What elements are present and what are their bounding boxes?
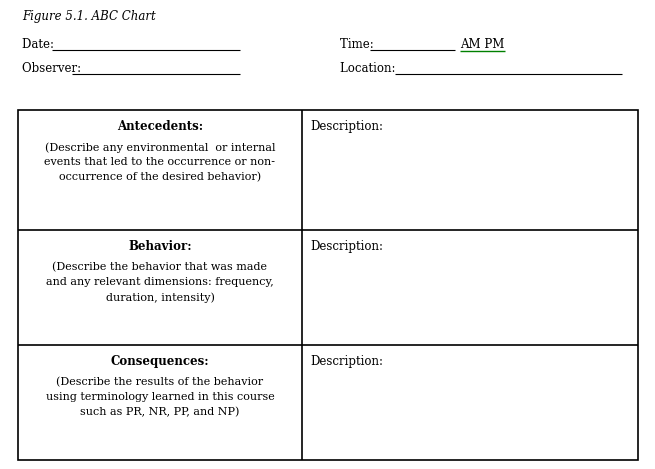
Text: AM PM: AM PM <box>460 38 504 51</box>
Text: Description:: Description: <box>310 240 383 253</box>
Text: Figure 5.1. ABC Chart: Figure 5.1. ABC Chart <box>22 10 156 23</box>
Text: (Describe the behavior that was made
and any relevant dimensions: frequency,
dur: (Describe the behavior that was made and… <box>46 262 274 303</box>
Text: Description:: Description: <box>310 355 383 368</box>
Bar <box>18 110 638 460</box>
Text: Consequences:: Consequences: <box>111 355 210 368</box>
Text: (Describe the results of the behavior
using terminology learned in this course
s: (Describe the results of the behavior us… <box>46 377 274 417</box>
Text: (Describe any environmental  or internal
events that led to the occurrence or no: (Describe any environmental or internal … <box>45 142 276 182</box>
Text: Antecedents:: Antecedents: <box>117 120 203 133</box>
Text: Description:: Description: <box>310 120 383 133</box>
Text: Date:: Date: <box>22 38 62 51</box>
Text: Location:: Location: <box>340 62 403 75</box>
Text: Behavior:: Behavior: <box>128 240 192 253</box>
Text: Time:: Time: <box>340 38 381 51</box>
Text: Observer:: Observer: <box>22 62 88 75</box>
